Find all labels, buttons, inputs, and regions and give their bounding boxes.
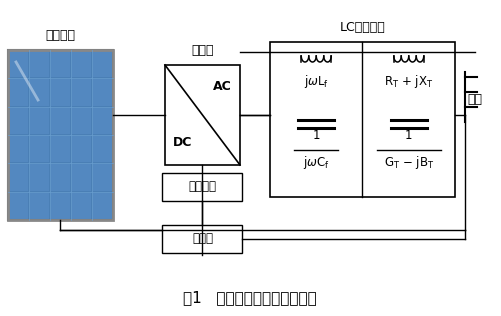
FancyBboxPatch shape [51,79,70,106]
Text: G$_\mathregular{T}$ $-$ jB$_\mathregular{T}$: G$_\mathregular{T}$ $-$ jB$_\mathregular… [384,154,434,171]
Text: 控制器: 控制器 [192,233,213,246]
FancyBboxPatch shape [51,136,70,162]
FancyBboxPatch shape [30,51,49,77]
FancyBboxPatch shape [51,108,70,134]
FancyBboxPatch shape [9,136,28,162]
FancyBboxPatch shape [72,51,91,77]
FancyBboxPatch shape [72,136,91,162]
Text: 1: 1 [405,129,412,142]
Text: AC: AC [213,81,232,94]
FancyBboxPatch shape [8,50,113,220]
Text: 驱动电路: 驱动电路 [188,180,216,193]
Text: 图1   分布式光伏发电系统结构: 图1 分布式光伏发电系统结构 [183,290,317,306]
FancyBboxPatch shape [51,164,70,191]
FancyBboxPatch shape [162,173,242,201]
FancyBboxPatch shape [162,225,242,253]
Text: R$_\mathregular{T}$ + jX$_\mathregular{T}$: R$_\mathregular{T}$ + jX$_\mathregular{T… [384,74,433,90]
Text: j$\omega$L$_\mathregular{f}$: j$\omega$L$_\mathregular{f}$ [304,74,329,90]
FancyBboxPatch shape [51,193,70,219]
FancyBboxPatch shape [270,42,455,197]
FancyBboxPatch shape [9,51,28,77]
Text: 1: 1 [313,129,320,142]
FancyBboxPatch shape [165,65,240,165]
FancyBboxPatch shape [30,79,49,106]
Text: 电网: 电网 [467,93,482,106]
FancyBboxPatch shape [93,164,112,191]
FancyBboxPatch shape [30,164,49,191]
FancyBboxPatch shape [51,51,70,77]
FancyBboxPatch shape [72,193,91,219]
FancyBboxPatch shape [72,164,91,191]
FancyBboxPatch shape [9,108,28,134]
Text: j$\omega$C$_\mathregular{f}$: j$\omega$C$_\mathregular{f}$ [303,154,330,171]
FancyBboxPatch shape [93,193,112,219]
FancyBboxPatch shape [93,136,112,162]
FancyBboxPatch shape [72,108,91,134]
FancyBboxPatch shape [9,193,28,219]
Text: LC滤波电路: LC滤波电路 [340,21,385,34]
FancyBboxPatch shape [30,108,49,134]
FancyBboxPatch shape [30,136,49,162]
Text: DC: DC [173,137,192,149]
FancyBboxPatch shape [72,79,91,106]
FancyBboxPatch shape [9,164,28,191]
Text: 光伏阵列: 光伏阵列 [46,29,76,42]
FancyBboxPatch shape [9,79,28,106]
FancyBboxPatch shape [93,79,112,106]
Text: 逆变器: 逆变器 [191,44,214,57]
FancyBboxPatch shape [93,51,112,77]
FancyBboxPatch shape [30,193,49,219]
FancyBboxPatch shape [93,108,112,134]
